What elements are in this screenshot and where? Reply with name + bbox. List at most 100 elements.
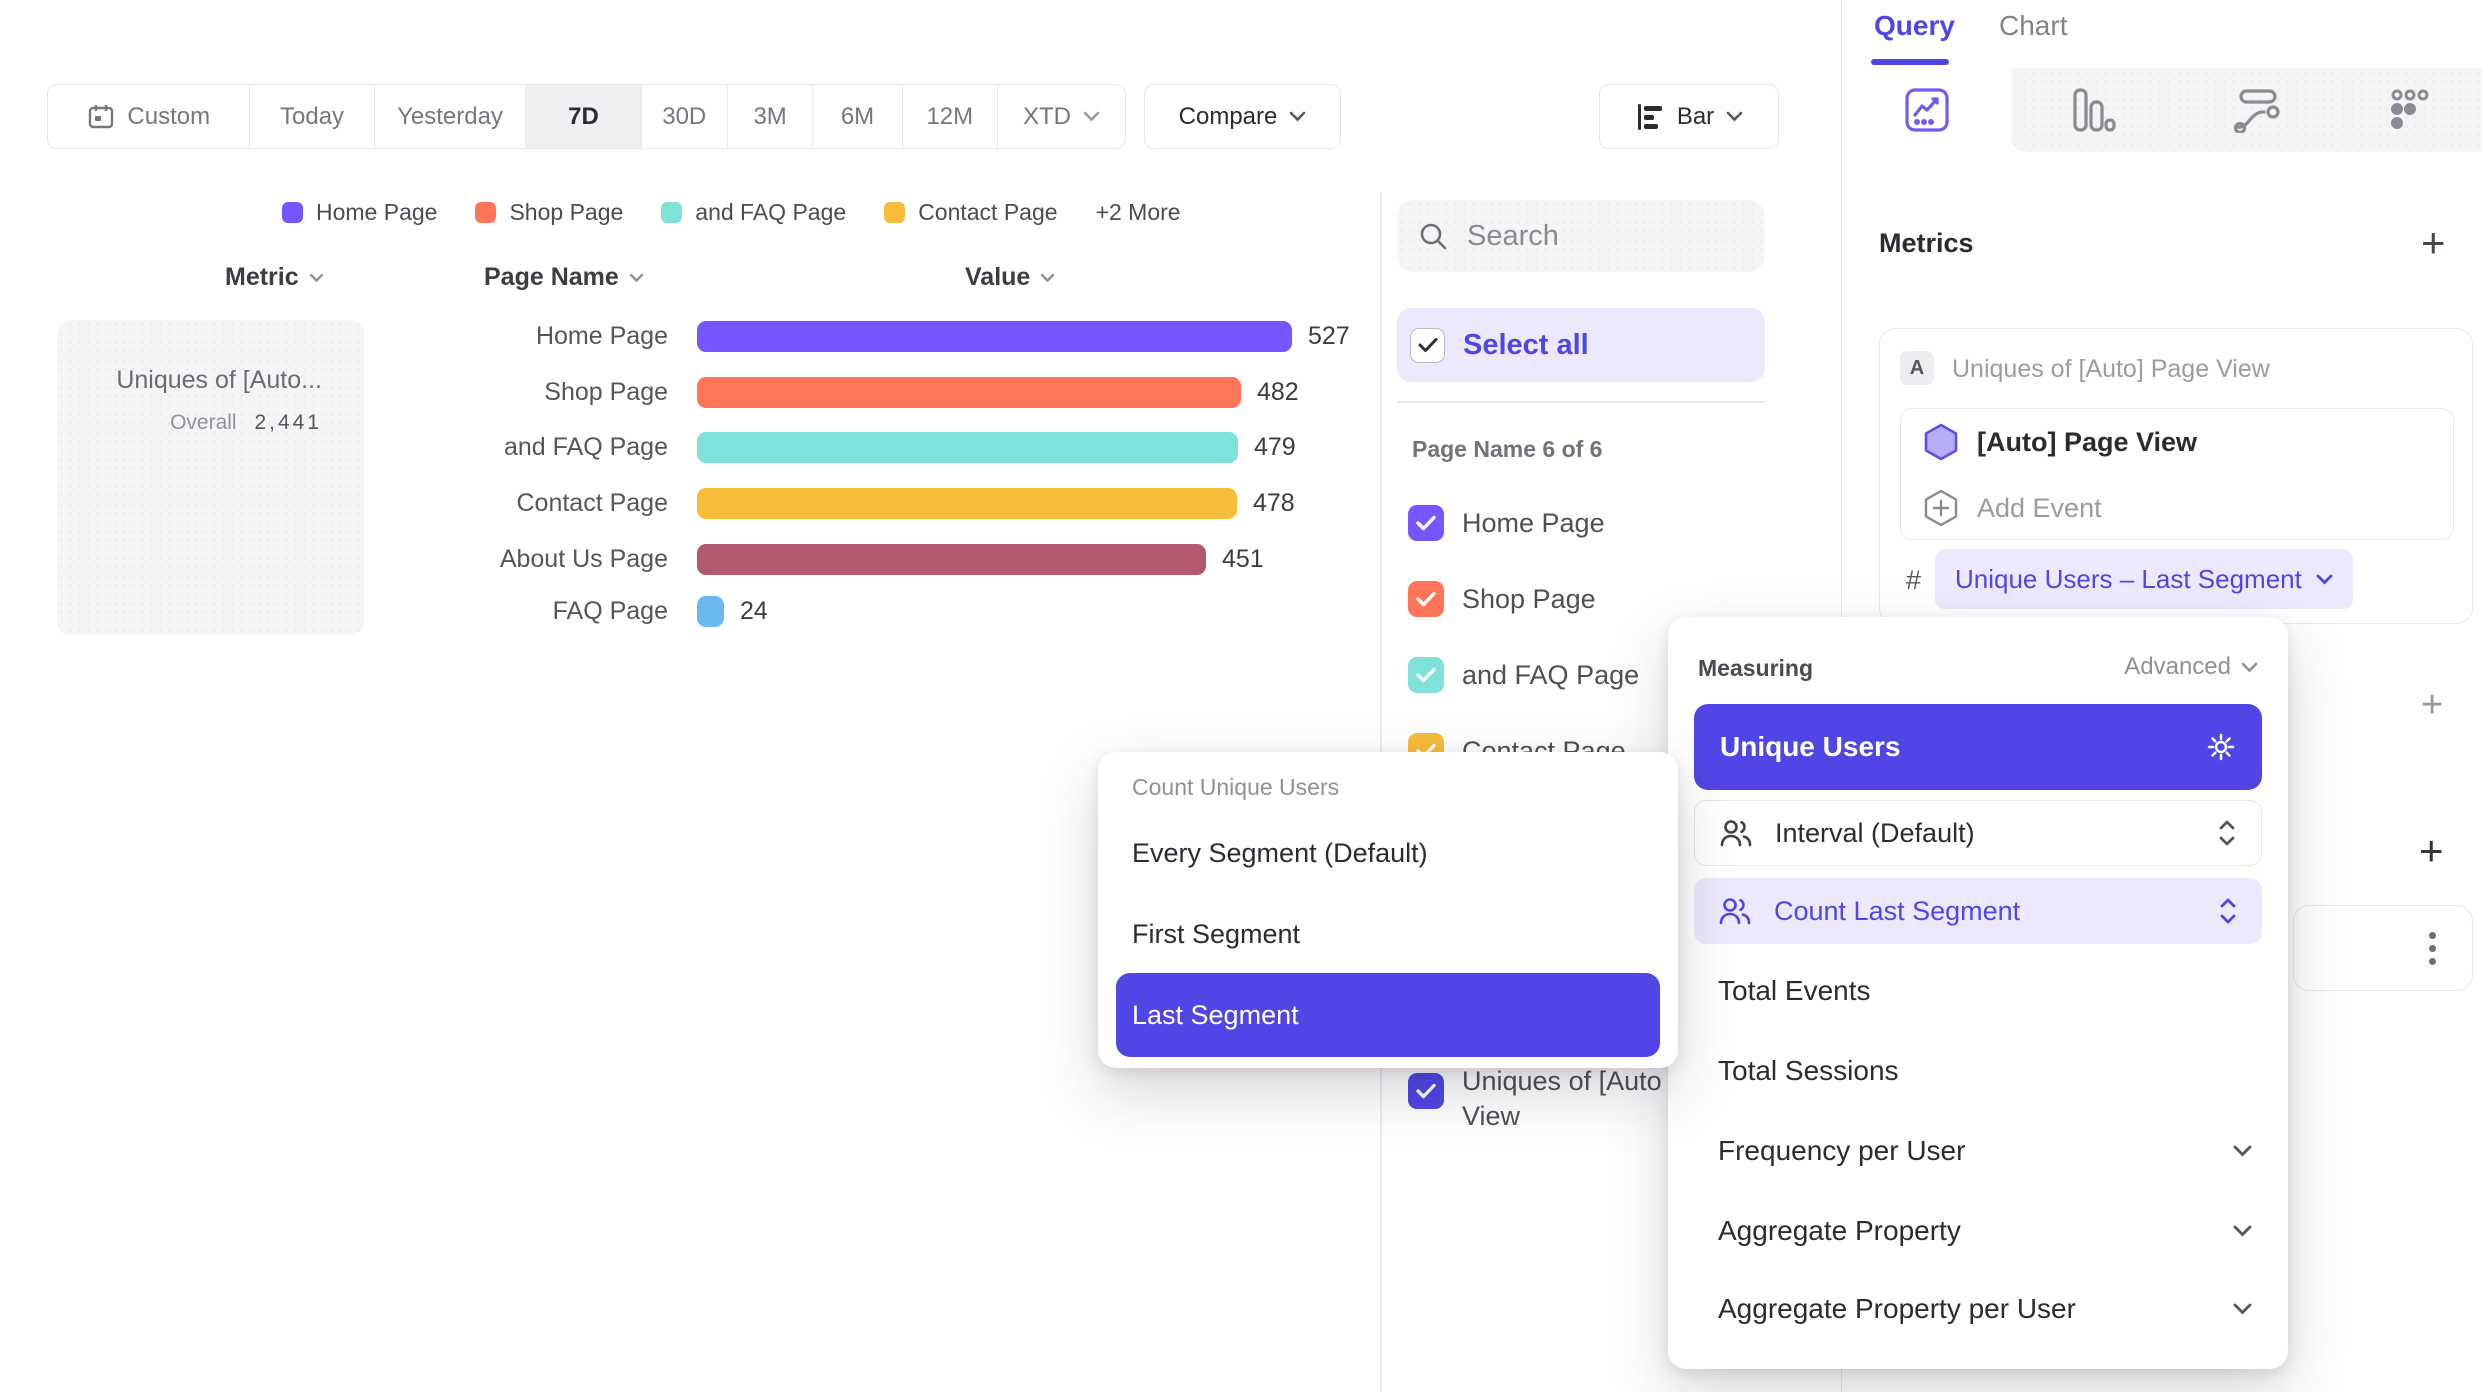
sort-updown-icon: [2218, 896, 2238, 926]
column-header-metric[interactable]: Metric: [225, 263, 324, 292]
aggregation-dropdown[interactable]: Unique Users – Last Segment: [1935, 549, 2353, 609]
bar-shop-page[interactable]: [697, 377, 1241, 408]
legend-more[interactable]: +2 More: [1095, 198, 1181, 225]
date-range-today[interactable]: Today: [250, 85, 375, 148]
checkbox-checked[interactable]: [1408, 505, 1444, 541]
filter-option-and-faq-page[interactable]: and FAQ Page: [1408, 657, 1639, 693]
bar-contact-page[interactable]: [697, 488, 1237, 519]
users-icon: [1719, 818, 1753, 848]
legend-swatch: [282, 201, 303, 223]
users-icon: [1718, 896, 1752, 926]
metric-summary-card[interactable]: Uniques of [Auto... Overall 2,441: [57, 320, 364, 635]
table-row[interactable]: FAQ Page 24: [552, 596, 768, 627]
gear-icon[interactable]: [2206, 732, 2236, 762]
breakdown-card[interactable]: [2293, 905, 2473, 991]
measuring-item-total-sessions[interactable]: Total Sessions: [1718, 1055, 1899, 1086]
count-unique-users-menu: Count Unique Users Every Segment (Defaul…: [1098, 752, 1678, 1068]
select-all-label: Select all: [1463, 328, 1589, 361]
date-range-custom[interactable]: Custom: [48, 85, 251, 148]
metric-overall: Overall 2,441: [170, 411, 322, 434]
table-row[interactable]: About Us Page 451: [499, 544, 1264, 575]
event-card: [Auto] Page View Add Event: [1900, 408, 2454, 540]
measuring-menu: Measuring Advanced Unique Users: [1668, 617, 2288, 1369]
metric-full-name: Uniques of [Auto] Page View: [1952, 355, 2270, 383]
active-tab-underline: [1871, 59, 1949, 65]
add-breakdown-button[interactable]: +: [2419, 827, 2444, 874]
menu-item-first-segment[interactable]: First Segment: [1132, 919, 1301, 949]
sort-updown-icon: [2217, 818, 2237, 848]
compare-button[interactable]: Compare: [1144, 84, 1341, 149]
number-type-symbol: #: [1906, 565, 1922, 595]
chart-type-dropdown[interactable]: Bar: [1599, 84, 1779, 149]
chart-type-bar[interactable]: [2011, 68, 2176, 152]
bar-columns-icon: [2070, 87, 2116, 133]
menu-title: Count Unique Users: [1132, 774, 1340, 800]
filter-option-uniques-metric[interactable]: Uniques of [Auto View: [1408, 1064, 1662, 1134]
kebab-menu-icon[interactable]: [2429, 926, 2436, 971]
table-row[interactable]: and FAQ Page 479: [503, 432, 1296, 463]
metric-letter-badge: A: [1900, 351, 1934, 385]
measuring-title: Measuring: [1698, 655, 1814, 681]
checkbox-checked[interactable]: [1408, 657, 1444, 693]
overall-value: 2,441: [254, 411, 322, 434]
add-filter-button[interactable]: +: [2421, 684, 2444, 726]
chevron-down-icon: [2233, 1225, 2252, 1237]
legend-swatch: [884, 201, 906, 223]
chevron-down-icon: [2233, 1303, 2252, 1315]
table-row[interactable]: Shop Page 482: [544, 377, 1299, 408]
bar-home-page[interactable]: [697, 321, 1292, 352]
chart-type-retention[interactable]: [2339, 68, 2482, 152]
filter-option-home-page[interactable]: Home Page: [1408, 505, 1605, 541]
date-range-12m[interactable]: 12M: [903, 85, 998, 148]
date-range-3m[interactable]: 3M: [728, 85, 814, 148]
measuring-item-frequency-per-user[interactable]: Frequency per User: [1718, 1135, 2252, 1167]
chart-type-insights-active[interactable]: [1842, 68, 2011, 152]
legend-item[interactable]: Shop Page: [475, 199, 623, 226]
date-range-xtd[interactable]: XTD: [998, 85, 1125, 148]
measuring-item-total-events[interactable]: Total Events: [1718, 975, 1871, 1006]
measuring-item-aggregate-property[interactable]: Aggregate Property: [1718, 1215, 2252, 1247]
date-range-7d[interactable]: 7D: [526, 85, 642, 148]
add-metric-button[interactable]: +: [2421, 219, 2446, 266]
table-row[interactable]: Home Page 527: [535, 321, 1350, 352]
metric-name: Uniques of [Auto...: [116, 366, 322, 394]
add-event-row[interactable]: Add Event: [1923, 489, 2102, 527]
chart-type-flow[interactable]: [2175, 68, 2340, 152]
menu-item-last-segment-selected[interactable]: Last Segment: [1116, 973, 1660, 1057]
column-header-value[interactable]: Value: [965, 263, 1055, 292]
tab-chart[interactable]: Chart: [1999, 10, 2068, 41]
date-range-30d[interactable]: 30D: [642, 85, 728, 148]
legend-item[interactable]: Home Page: [282, 199, 437, 226]
measuring-row-interval[interactable]: Interval (Default): [1694, 800, 2262, 866]
date-range-yesterday[interactable]: Yesterday: [375, 85, 527, 148]
select-all-row[interactable]: Select all: [1397, 308, 1765, 382]
bar-faq-page[interactable]: [697, 596, 724, 627]
bar-and-faq-page[interactable]: [697, 432, 1238, 463]
tab-query[interactable]: Query: [1874, 10, 1955, 41]
table-row[interactable]: Contact Page 478: [516, 488, 1295, 519]
chevron-down-icon: [2316, 574, 2333, 585]
checkbox-checked[interactable]: [1408, 1073, 1444, 1109]
legend-item[interactable]: Contact Page: [884, 199, 1058, 226]
chart-type-strip: [1842, 68, 2482, 152]
event-row[interactable]: [Auto] Page View: [1923, 423, 2197, 461]
measuring-row-count-last-segment[interactable]: Count Last Segment: [1694, 878, 2262, 944]
date-range-6m[interactable]: 6M: [813, 85, 903, 148]
measuring-item-aggregate-property-per-user[interactable]: Aggregate Property per User: [1718, 1293, 2252, 1325]
measuring-option-unique-users-selected[interactable]: Unique Users: [1694, 704, 2262, 790]
bar-chart-icon: [1635, 102, 1665, 132]
column-header-page-name[interactable]: Page Name: [484, 263, 644, 292]
checkbox-checked[interactable]: [1408, 581, 1444, 617]
metric-card[interactable]: A Uniques of [Auto] Page View [Auto] Pag…: [1879, 328, 2473, 624]
advanced-toggle[interactable]: Advanced: [2124, 653, 2258, 681]
select-all-checkbox[interactable]: [1410, 327, 1445, 363]
bar-about-us-page[interactable]: [697, 544, 1206, 575]
filter-option-shop-page[interactable]: Shop Page: [1408, 581, 1596, 617]
menu-item-every-segment[interactable]: Every Segment (Default): [1132, 838, 1428, 868]
dots-grid-icon: [2389, 88, 2433, 132]
search-input[interactable]: [1465, 218, 1739, 254]
chevron-down-icon: [1040, 273, 1055, 283]
segment-search[interactable]: [1397, 200, 1765, 272]
legend-item[interactable]: and FAQ Page: [661, 199, 846, 226]
line-chart-icon: [1904, 87, 1950, 133]
